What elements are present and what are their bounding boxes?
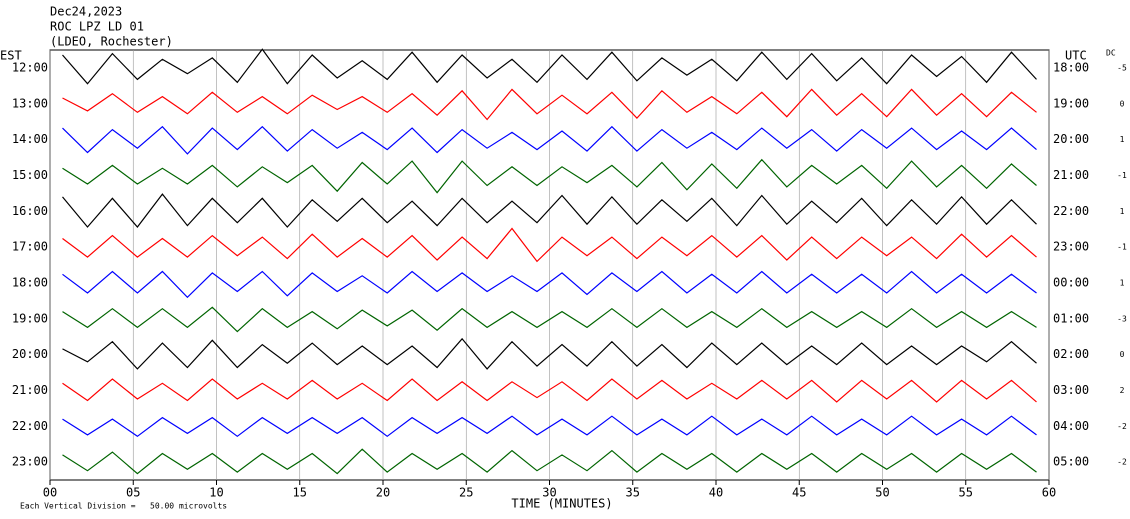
est-time-label: 22:00 — [12, 419, 48, 433]
dc-value: -5 — [1117, 63, 1127, 72]
utc-time-label: 02:00 — [1053, 347, 1089, 361]
utc-time-label: 18:00 — [1053, 60, 1089, 74]
trace — [62, 48, 1037, 85]
trace — [62, 88, 1037, 121]
trace — [62, 125, 1037, 155]
x-tick-label: 30 — [542, 486, 556, 500]
trace — [62, 193, 1037, 228]
x-tick-label: 55 — [959, 486, 973, 500]
dc-value: -2 — [1117, 458, 1127, 467]
x-tick-label: 25 — [459, 486, 473, 500]
est-time-label: 14:00 — [12, 132, 48, 146]
utc-time-label: 21:00 — [1053, 168, 1089, 182]
utc-time-label: 22:00 — [1053, 204, 1089, 218]
x-tick-label: 10 — [209, 486, 223, 500]
x-tick-label: 50 — [875, 486, 889, 500]
dc-value: -1 — [1117, 171, 1127, 180]
est-time-label: 18:00 — [12, 275, 48, 289]
trace — [62, 448, 1037, 475]
footnote: Each Vertical Division = 50.00 microvolt… — [20, 502, 227, 511]
x-tick-label: 00 — [43, 486, 57, 500]
dc-value: -2 — [1117, 422, 1127, 431]
right-axis-label: UTC — [1065, 49, 1087, 63]
utc-time-label: 04:00 — [1053, 419, 1089, 433]
est-time-label: 21:00 — [12, 383, 48, 397]
dc-value: -1 — [1117, 243, 1127, 252]
est-time-label: 15:00 — [12, 168, 48, 182]
trace — [62, 378, 1037, 403]
utc-time-label: 05:00 — [1053, 455, 1089, 469]
x-tick-label: 05 — [126, 486, 140, 500]
trace — [62, 337, 1037, 370]
title-line: (LDEO, Rochester) — [50, 35, 173, 49]
trace — [62, 227, 1037, 263]
utc-time-label: 23:00 — [1053, 240, 1089, 254]
utc-time-label: 03:00 — [1053, 383, 1089, 397]
est-time-label: 19:00 — [12, 311, 48, 325]
utc-time-label: 00:00 — [1053, 275, 1089, 289]
x-tick-label: 35 — [626, 486, 640, 500]
est-time-label: 12:00 — [12, 60, 48, 74]
x-tick-label: 45 — [792, 486, 806, 500]
left-axis-label: EST — [0, 49, 22, 63]
dc-value: 1 — [1120, 135, 1125, 144]
trace — [62, 158, 1037, 194]
utc-time-label: 01:00 — [1053, 311, 1089, 325]
trace — [62, 415, 1037, 438]
dc-value: 2 — [1120, 386, 1125, 395]
dc-value: 1 — [1120, 207, 1125, 216]
dc-label: DC — [1106, 49, 1116, 58]
x-tick-label: 40 — [709, 486, 723, 500]
x-tick-label: 15 — [293, 486, 307, 500]
est-time-label: 16:00 — [12, 204, 48, 218]
title-line: ROC LPZ LD 01 — [50, 20, 144, 34]
title-line: Dec24,2023 — [50, 5, 122, 19]
dc-value: 0 — [1120, 99, 1125, 108]
est-time-label: 17:00 — [12, 240, 48, 254]
trace — [62, 270, 1037, 299]
utc-time-label: 19:00 — [1053, 96, 1089, 110]
dc-value: -3 — [1117, 314, 1127, 323]
est-time-label: 13:00 — [12, 96, 48, 110]
est-time-label: 23:00 — [12, 455, 48, 469]
utc-time-label: 20:00 — [1053, 132, 1089, 146]
trace — [62, 306, 1037, 333]
dc-value: 0 — [1120, 350, 1125, 359]
x-tick-label: 20 — [376, 486, 390, 500]
x-tick-label: 60 — [1042, 486, 1056, 500]
x-axis-label: TIME (MINUTES) — [511, 497, 612, 511]
est-time-label: 20:00 — [12, 347, 48, 361]
dc-value: 1 — [1120, 278, 1125, 287]
